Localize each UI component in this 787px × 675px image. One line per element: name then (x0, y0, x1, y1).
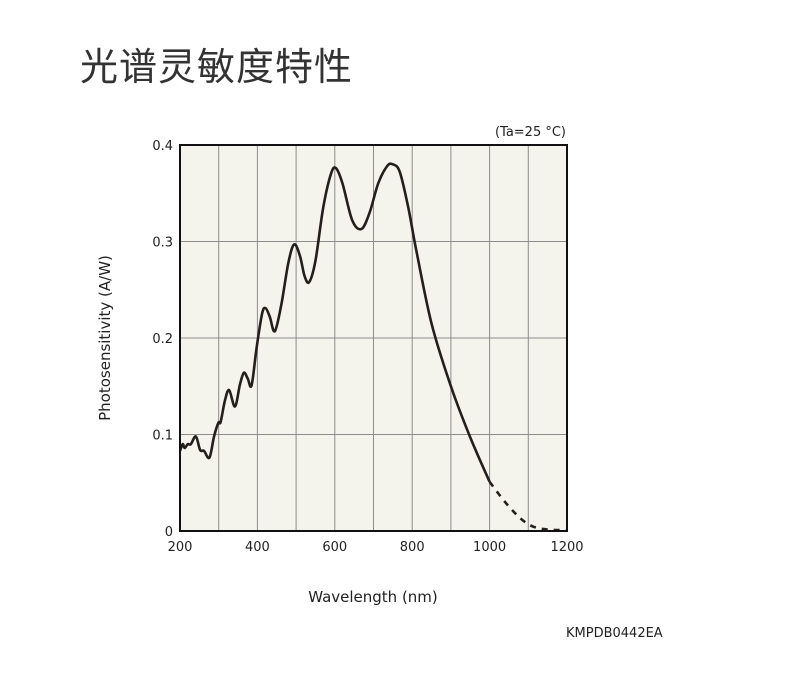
document-code: KMPDB0442EA (566, 626, 663, 641)
x-tick-label: 200 (168, 540, 193, 555)
temperature-annotation: (Ta=25 °C) (495, 125, 566, 140)
plot-frame (179, 144, 568, 532)
page-title: 光谱灵敏度特性 (80, 45, 354, 89)
series-line-solid (178, 162, 491, 483)
y-tick-label: 0.4 (152, 139, 173, 154)
y-axis-label: Photosensitivity (A/W) (96, 255, 114, 421)
x-axis-label: Wavelength (nm) (308, 588, 438, 606)
y-tick-label: 0 (165, 525, 173, 540)
x-tick-label: 400 (245, 540, 270, 555)
y-tick-label: 0.1 (152, 429, 173, 444)
x-tick-label: 1200 (550, 540, 583, 555)
y-tick-label: 0.3 (152, 236, 173, 251)
y-tick-label: 0.2 (152, 332, 173, 347)
x-tick-label: 800 (400, 540, 425, 555)
x-tick-label: 1000 (473, 540, 506, 555)
x-tick-label: 600 (322, 540, 347, 555)
